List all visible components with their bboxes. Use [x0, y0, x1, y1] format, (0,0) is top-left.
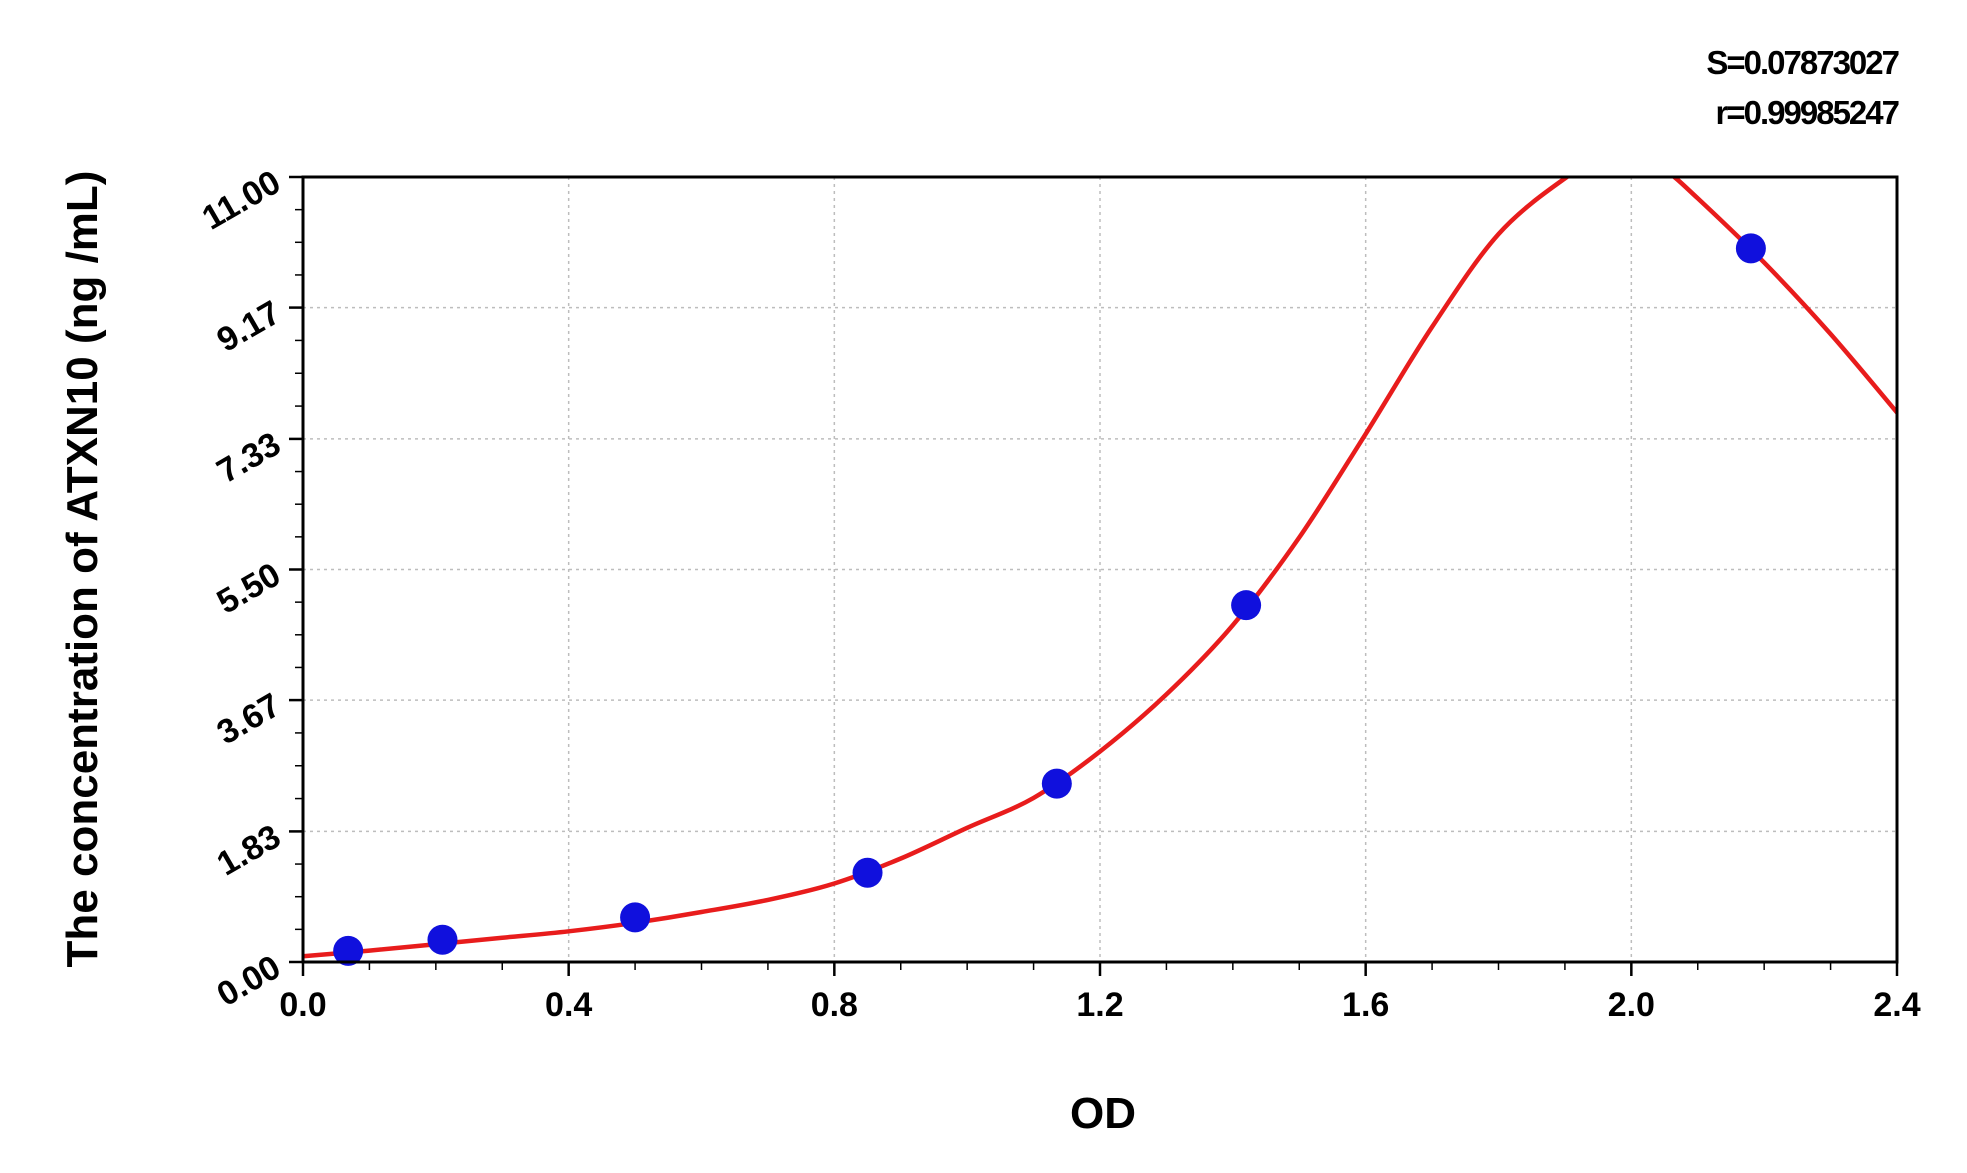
data-point [1231, 590, 1262, 621]
x-tick-labels: 0.0 0.4 0.8 1.2 1.6 2.0 2.4 [279, 986, 1920, 1024]
data-point [852, 857, 883, 888]
data-point [1041, 768, 1072, 799]
fit-curve-layer [303, 177, 1897, 959]
x-tick-label: 1.6 [1342, 986, 1389, 1024]
data-point [1735, 233, 1766, 264]
x-tick-label: 0.4 [545, 986, 592, 1024]
x-tick-label: 1.2 [1076, 986, 1123, 1024]
data-points [333, 233, 1766, 966]
x-axis-title: OD [1070, 1089, 1136, 1138]
x-tick-label: 0.0 [279, 986, 326, 1024]
data-point [333, 935, 364, 966]
plot-frame [301, 175, 1899, 964]
data-point [620, 902, 651, 933]
grid [303, 177, 1897, 962]
x-tick-label: 2.4 [1873, 986, 1920, 1024]
x-tick-label: 2.0 [1608, 986, 1655, 1024]
x-tick-label: 0.8 [811, 986, 858, 1024]
stat-r: r=0.99985247 [1716, 94, 1899, 131]
data-point [427, 924, 458, 955]
fit-curve [303, 177, 1897, 959]
stat-s: S=0.07873027 [1706, 44, 1898, 81]
y-axis-title: The concentration of ATXN10 (ng /mL) [58, 171, 107, 968]
